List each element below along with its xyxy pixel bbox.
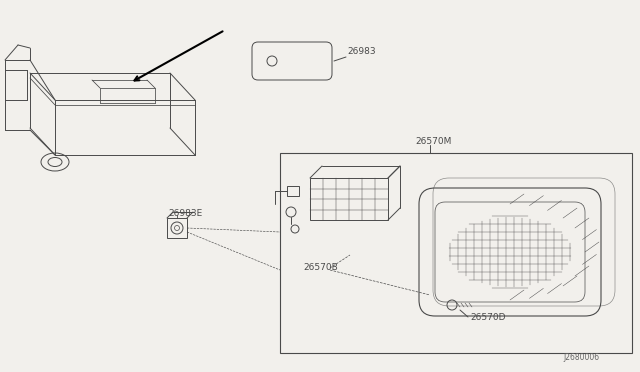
Bar	[167, 218, 187, 238]
Text: 26983: 26983	[347, 47, 376, 56]
Text: 26983E: 26983E	[168, 208, 202, 218]
Text: 26570B: 26570B	[303, 263, 338, 273]
Text: 26570D: 26570D	[470, 314, 506, 323]
Text: J2680006: J2680006	[564, 353, 600, 362]
Bar	[280, 153, 632, 353]
Bar	[310, 178, 388, 220]
Bar	[287, 186, 299, 196]
Text: 26570M: 26570M	[415, 137, 451, 145]
